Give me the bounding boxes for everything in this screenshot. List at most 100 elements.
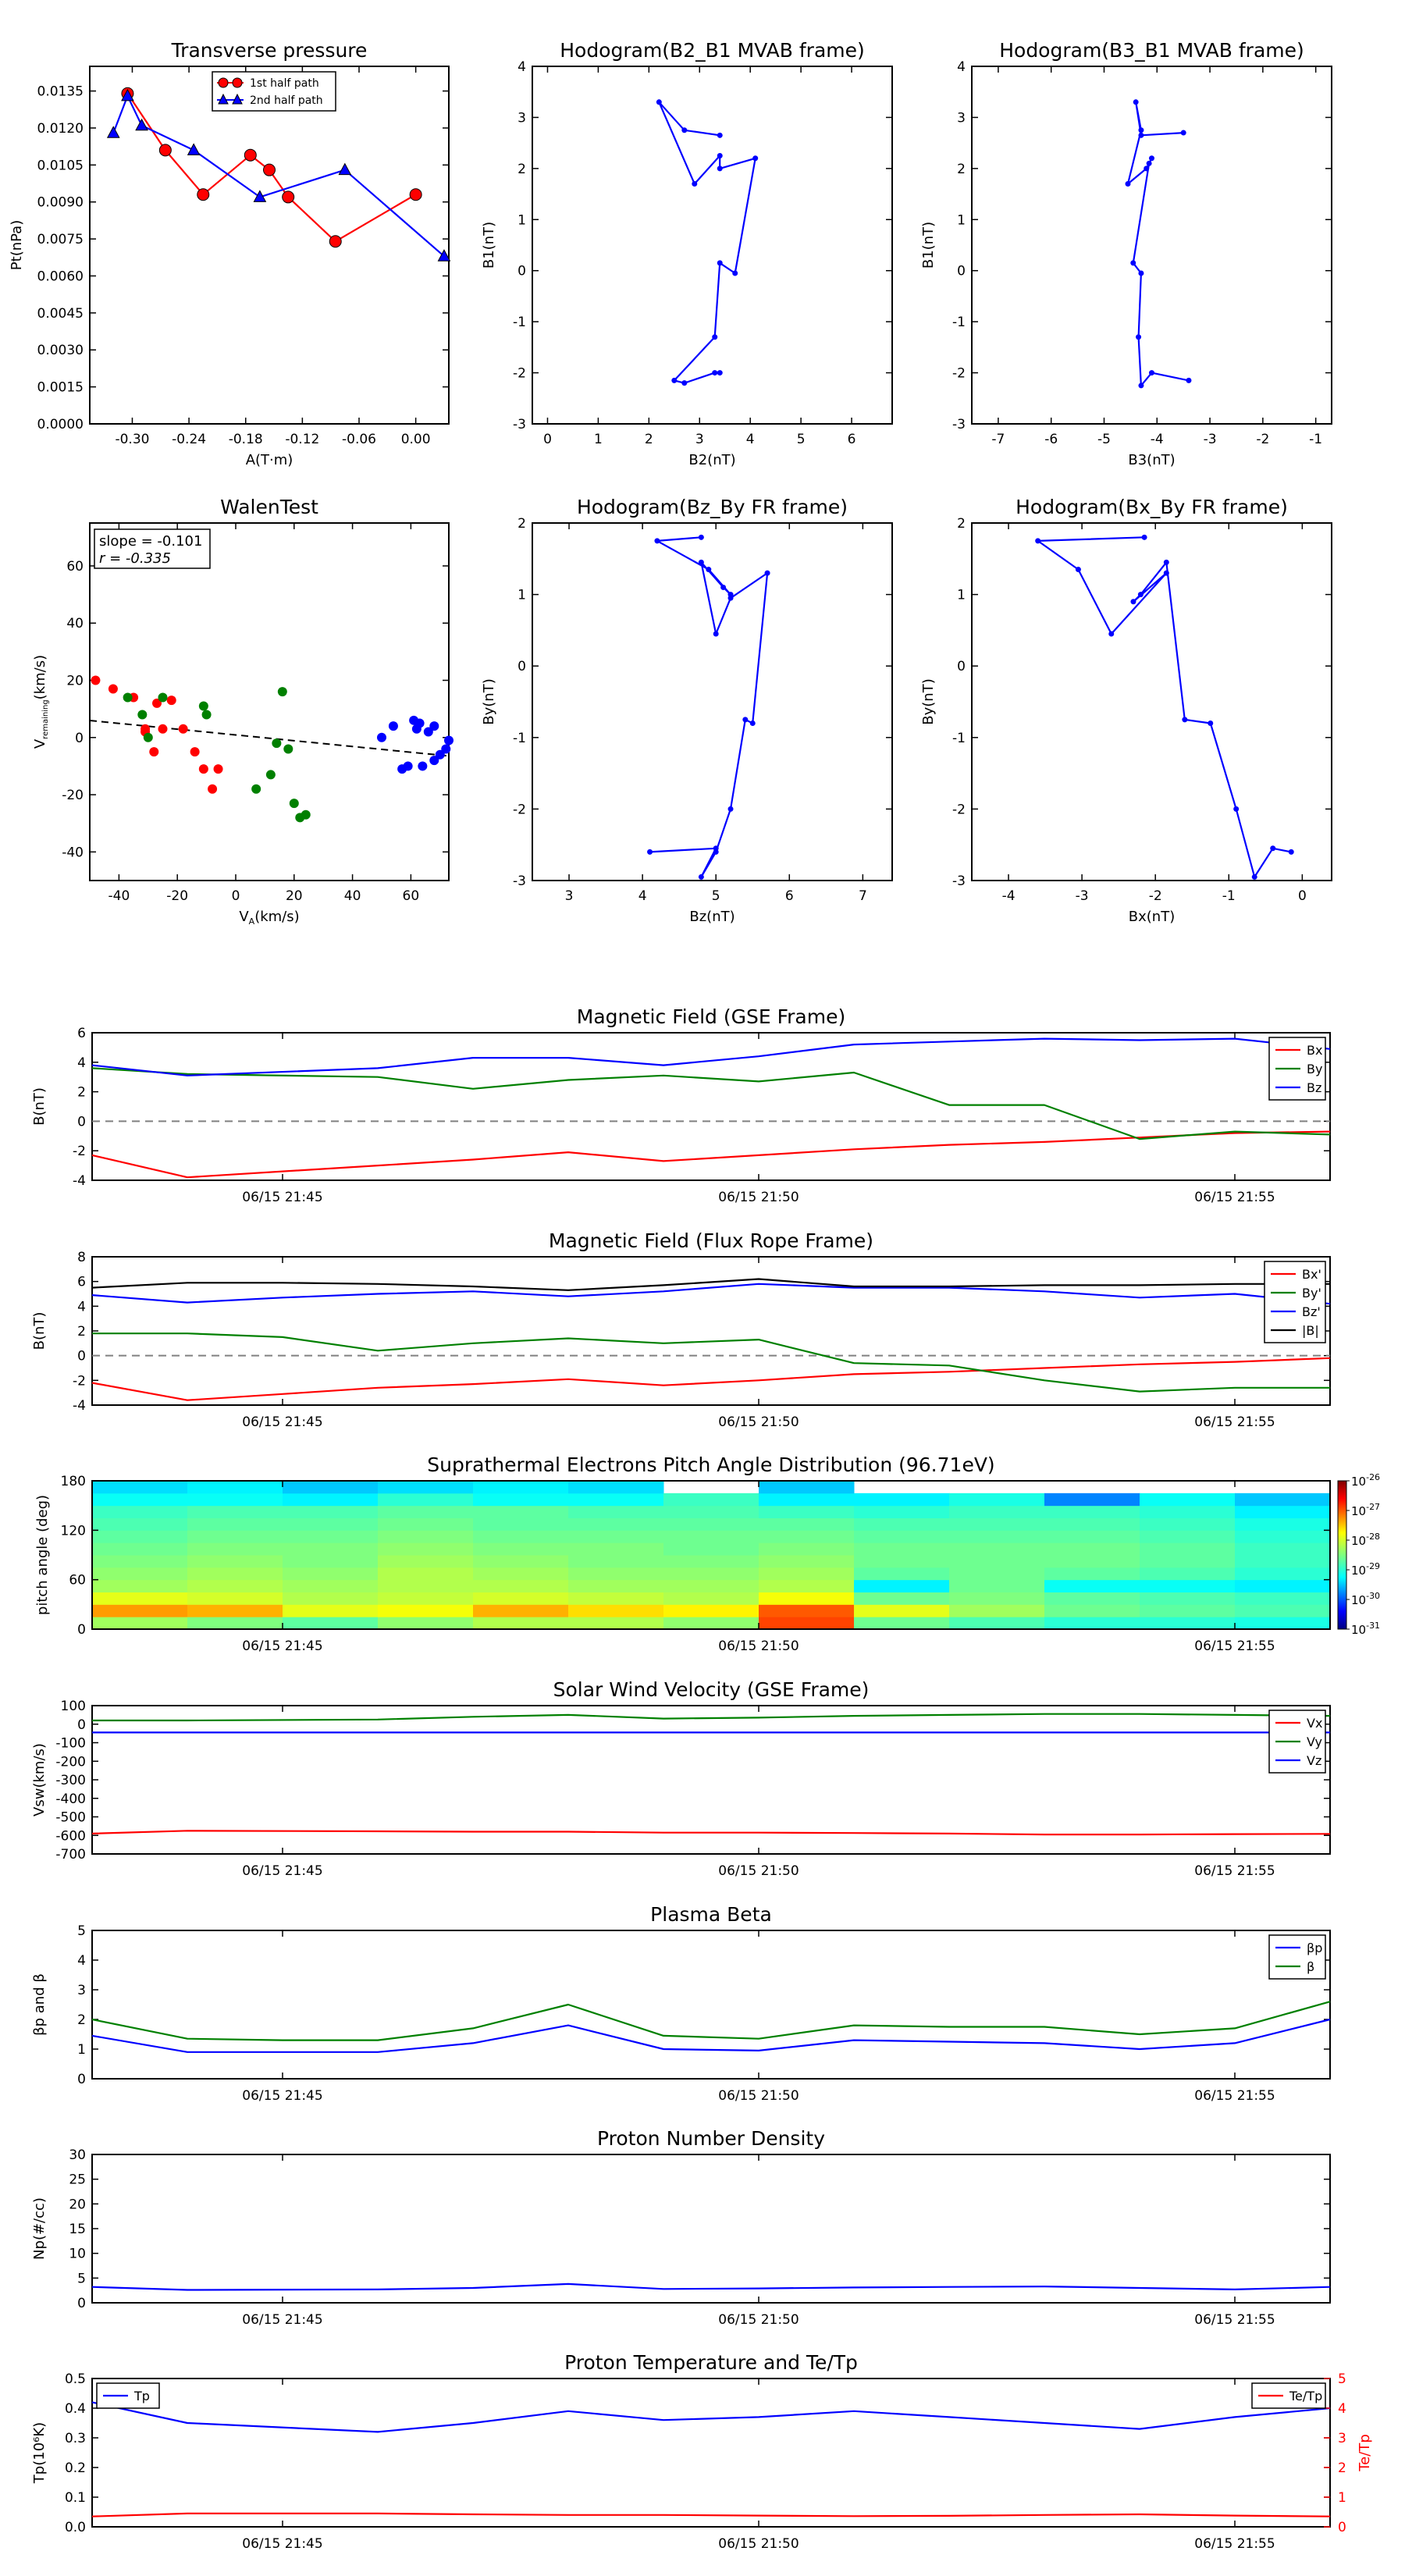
- pad-cell: [663, 1617, 759, 1630]
- pad-cell: [568, 1542, 664, 1556]
- pad-cell: [663, 1517, 759, 1531]
- tp-xtick-label: 06/15 21:50: [718, 2536, 799, 2552]
- h3-ytick-label: 2: [518, 516, 526, 532]
- tp-ytick-label: 0.4: [65, 2401, 86, 2417]
- pad-cell: [854, 1530, 950, 1543]
- h4-title: Hodogram(Bx_By FR frame): [1016, 496, 1288, 518]
- tp-ylabel: Tp(10⁶K): [31, 2422, 48, 2484]
- pad-cell: [759, 1579, 855, 1592]
- h2-point: [1186, 377, 1192, 383]
- np-title: Proton Number Density: [597, 2127, 825, 2150]
- h2-point: [1130, 260, 1136, 266]
- pad-cell: [283, 1604, 379, 1617]
- h1-point: [681, 380, 688, 386]
- walen-xtick-label: -40: [108, 888, 130, 904]
- pt-legend: [212, 71, 336, 112]
- pad-cell: [473, 1517, 569, 1531]
- pad-cell: [1235, 1579, 1331, 1592]
- vsw-ytick-label: -500: [55, 1810, 86, 1826]
- pad-cell: [568, 1617, 664, 1630]
- pad-cell: [1235, 1542, 1331, 1556]
- bgse-frame: [91, 1032, 1331, 1181]
- pt-legend-label: 1st half path: [250, 77, 319, 90]
- pad-cell: [854, 1579, 950, 1592]
- vsw-ytick-label: -300: [55, 1773, 86, 1788]
- tp-right-legend: [1251, 2382, 1326, 2409]
- walen-point: [158, 724, 168, 734]
- h4-ytick-label: -1: [952, 731, 966, 746]
- beta-legend-label: βp: [1307, 1941, 1322, 1955]
- h1-ytick-label: 3: [518, 110, 526, 126]
- pad-cell: [283, 1555, 379, 1568]
- bfr-legend-label: Bx': [1302, 1267, 1321, 1282]
- pad-cell: [1235, 1567, 1331, 1581]
- bgse-xtick-label: 06/15 21:50: [718, 1190, 799, 1205]
- pad-colorbar-base: 10: [1351, 1534, 1366, 1548]
- h3-ytick-label: 1: [518, 588, 526, 603]
- pad-cell: [663, 1530, 759, 1543]
- pt-point: [135, 118, 148, 131]
- h4-ytick-label: 0: [957, 659, 966, 674]
- pt-point: [263, 163, 276, 176]
- pad-colorbar-exp: -31: [1366, 1621, 1380, 1631]
- pad-cell: [568, 1604, 664, 1617]
- walen-ylabel-sub: remaining: [41, 699, 50, 739]
- walen-point: [251, 784, 261, 794]
- pt-point: [106, 126, 120, 138]
- walen-point: [201, 710, 212, 720]
- walen-point: [289, 799, 299, 809]
- h2-point: [1136, 334, 1142, 340]
- np-ytick-label: 20: [69, 2197, 86, 2212]
- walen-point: [272, 738, 282, 749]
- walen-ylabel: Vremaining(km/s): [32, 655, 50, 749]
- h1-point: [717, 132, 723, 138]
- beta-ytick-label: 3: [77, 1983, 86, 1998]
- pad-cell: [949, 1530, 1045, 1543]
- pad-cell: [473, 1579, 569, 1592]
- pad-cell: [1140, 1530, 1236, 1543]
- bgse-title: Magnetic Field (GSE Frame): [577, 1005, 845, 1028]
- pad-cell: [568, 1481, 664, 1494]
- h1-ytick-label: 2: [518, 162, 526, 177]
- pad-cell: [283, 1579, 379, 1592]
- pad-cell: [1044, 1542, 1140, 1556]
- pad-cell: [283, 1505, 379, 1518]
- beta-series-: [91, 2001, 1331, 2041]
- pt-frame: [89, 66, 450, 425]
- bfr-series-Bx: [91, 1357, 1331, 1401]
- pad-cell: [92, 1505, 188, 1518]
- pt-point: [409, 188, 422, 201]
- pad-cell: [949, 1617, 1045, 1630]
- bfr-ytick-label: 0: [77, 1349, 86, 1364]
- bgse-legend-label: By: [1307, 1062, 1322, 1076]
- tp-right-legend-label: Te/Tp: [1289, 2389, 1322, 2403]
- vsw-ytick-label: -600: [55, 1828, 86, 1844]
- beta-legend-label: β: [1307, 1959, 1314, 1974]
- h3-point: [713, 849, 719, 855]
- pt-point: [121, 88, 134, 101]
- vsw-legend-label: Vz: [1307, 1753, 1321, 1768]
- walen-title: WalenTest: [220, 496, 318, 518]
- h3-point: [749, 720, 756, 726]
- pt-ytick-label: 0.0045: [37, 306, 84, 322]
- h3-point: [713, 631, 719, 637]
- h1-point: [732, 270, 738, 276]
- h3-ylabel: By(nT): [481, 678, 497, 724]
- pad-cell: [568, 1505, 664, 1518]
- pad-colorbar: [1337, 1480, 1347, 1630]
- pt-legend-marker: [218, 93, 229, 105]
- pt-legend-marker: [232, 77, 243, 88]
- beta-title: Plasma Beta: [650, 1903, 772, 1926]
- pt-ytick-label: 0.0105: [37, 158, 84, 173]
- beta-xtick-label: 06/15 21:55: [1194, 2088, 1275, 2104]
- pad-cell: [1140, 1505, 1236, 1518]
- bfr-xtick-label: 06/15 21:55: [1194, 1414, 1275, 1430]
- pad-cell: [1235, 1617, 1331, 1630]
- tp-ytick-label: 0.5: [65, 2371, 86, 2387]
- bgse-series-Bz: [91, 1037, 1331, 1076]
- pad-ytick-label: 180: [61, 1474, 86, 1489]
- pad-cell: [92, 1604, 188, 1617]
- h2-point: [1138, 270, 1144, 276]
- pad-cell: [92, 1517, 188, 1531]
